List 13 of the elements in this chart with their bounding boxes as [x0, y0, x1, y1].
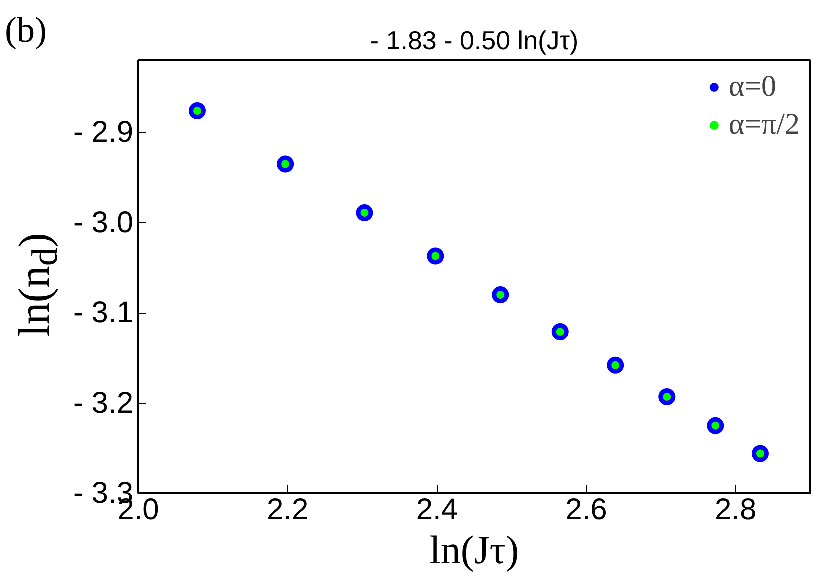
x-axis-title: ln(Jτ) [430, 528, 520, 572]
legend-label: α=π/2 [728, 108, 800, 142]
x-tick-label: 2.2 [266, 494, 309, 526]
y-tick-label: - 2.9 [73, 116, 134, 150]
y-tick-label: - 3.1 [73, 296, 134, 330]
chart-title: - 1.83 - 0.50 ln(Jτ) [370, 26, 579, 56]
legend-label: α=0 [728, 70, 777, 104]
x-tick-label: 2.8 [714, 494, 757, 526]
y-tick-label: - 3.2 [73, 386, 134, 420]
x-tick-label: 2.6 [566, 494, 608, 526]
x-tick-label: 2.4 [416, 494, 458, 526]
text: (b) [5, 9, 47, 52]
y-tick-label: - 3.0 [73, 206, 134, 240]
